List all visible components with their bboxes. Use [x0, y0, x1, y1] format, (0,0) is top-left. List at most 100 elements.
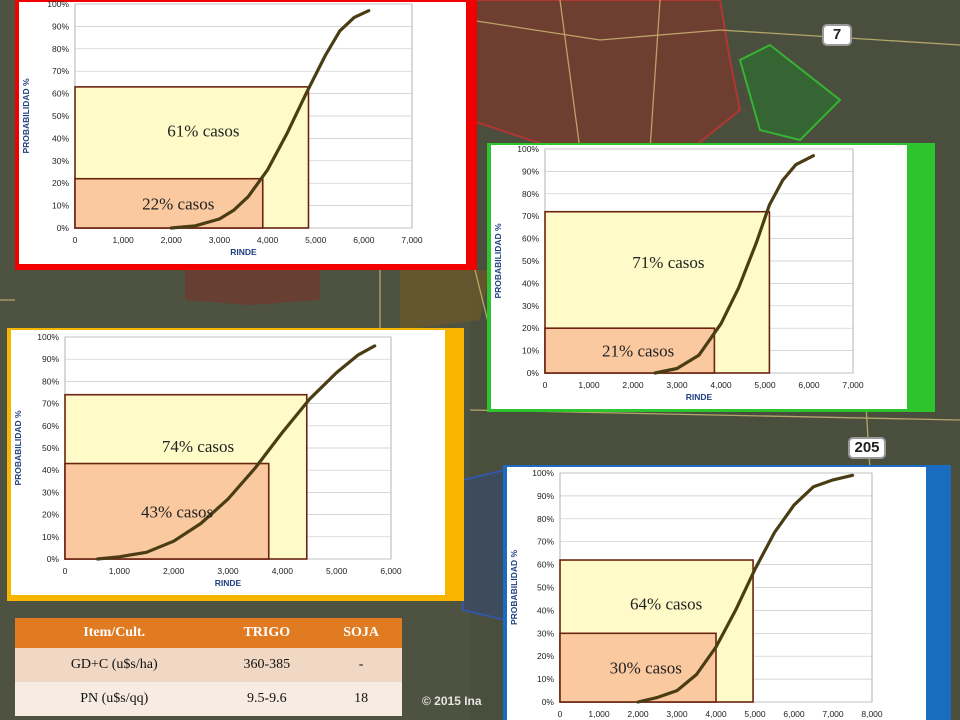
table-row: GD+C (u$s/ha) 360-385 -	[15, 648, 402, 682]
y-tick-label: 80%	[537, 514, 554, 524]
y-tick-label: 10%	[537, 674, 554, 684]
y-tick-label: 40%	[522, 278, 539, 288]
y-axis-label: PROBABILIDAD %	[21, 78, 31, 154]
chart-panel-orange: 0% 10% 20% 30% 40% 50% 60% 70% 80% 90% 100% 0 1,000 2…	[7, 328, 464, 601]
y-tick-label: 50%	[537, 583, 554, 593]
y-tick-label: 60%	[522, 234, 539, 244]
probability-curve	[169, 9, 371, 230]
annotation-label: 74% casos	[162, 437, 234, 456]
chart-panel-green: 0% 10% 20% 30% 40% 50% 60% 70% 80% 90% 100% 0 1,000 2…	[487, 143, 935, 412]
x-tick-label: 0	[558, 709, 563, 719]
y-tick-label: 100%	[532, 468, 554, 478]
y-tick-label: 20%	[52, 178, 69, 188]
annotation-label: 71% casos	[632, 253, 704, 272]
y-axis-label: PROBABILIDAD %	[509, 550, 519, 626]
table-header: SOJA	[320, 618, 402, 648]
x-tick-label: 1,000	[588, 709, 610, 719]
y-tick-label: 70%	[52, 66, 69, 76]
annotation-label: 22% casos	[142, 194, 214, 213]
y-tick-label: 100%	[47, 0, 69, 9]
x-tick-label: 4,000	[272, 566, 294, 576]
y-tick-label: 30%	[52, 156, 69, 166]
y-tick-label: 80%	[42, 376, 59, 386]
y-tick-label: 40%	[52, 133, 69, 143]
table-cell: PN (u$s/qq)	[15, 682, 214, 716]
x-tick-label: 1,000	[578, 380, 600, 390]
y-tick-label: 80%	[522, 189, 539, 199]
y-tick-label: 10%	[42, 532, 59, 542]
cost-table: Item/Cult. TRIGO SOJA GD+C (u$s/ha) 360-…	[15, 618, 402, 716]
y-tick-label: 0%	[542, 697, 555, 707]
annotation-label: 61% casos	[167, 121, 239, 140]
y-tick-label: 100%	[517, 144, 539, 154]
y-tick-label: 50%	[42, 443, 59, 453]
y-tick-label: 90%	[522, 166, 539, 176]
x-axis-label: RINDE	[686, 392, 713, 402]
x-tick-label: 4,000	[705, 709, 727, 719]
y-tick-label: 70%	[522, 211, 539, 221]
y-tick-label: 90%	[42, 354, 59, 364]
y-tick-label: 70%	[537, 537, 554, 547]
probability-curve	[636, 473, 855, 704]
chart-green: 0% 10% 20% 30% 40% 50% 60% 70% 80% 90% 100% 0 1,000 2…	[491, 144, 907, 409]
chart-panel-red: 0% 10% 20% 30% 40% 50% 60% 70% 80% 90% 100% 0 1,000 2…	[15, 0, 477, 270]
x-tick-label: 5,000	[754, 380, 776, 390]
x-tick-label: 3,000	[666, 709, 688, 719]
y-axis-label: PROBABILIDAD %	[13, 410, 23, 486]
table-cell: -	[320, 648, 402, 682]
table-cell: 9.5-9.6	[213, 682, 321, 716]
x-tick-label: 4,000	[257, 235, 279, 245]
table-row: PN (u$s/qq) 9.5-9.6 18	[15, 682, 402, 716]
x-tick-label: 7,000	[842, 380, 864, 390]
y-tick-label: 90%	[537, 491, 554, 501]
x-tick-label: 6,000	[798, 380, 820, 390]
x-tick-label: 7,000	[822, 709, 844, 719]
map-red-region	[469, 0, 742, 151]
y-tick-label: 20%	[537, 651, 554, 661]
x-tick-label: 1,000	[113, 235, 135, 245]
y-tick-label: 50%	[522, 256, 539, 266]
x-tick-label: 5,000	[744, 709, 766, 719]
y-tick-label: 90%	[52, 21, 69, 31]
y-tick-label: 0%	[527, 368, 540, 378]
map-blue-region	[462, 468, 506, 622]
probability-box	[544, 327, 716, 374]
table-header-row: Item/Cult. TRIGO SOJA	[15, 618, 402, 648]
map-credit: © 2015 Ina	[422, 694, 482, 708]
probability-curve	[653, 154, 815, 375]
x-tick-label: 2,000	[622, 380, 644, 390]
y-tick-label: 0%	[57, 223, 70, 233]
x-tick-label: 1,000	[109, 566, 131, 576]
x-tick-label: 6,000	[783, 709, 805, 719]
annotation-label: 43% casos	[141, 502, 213, 521]
y-tick-label: 60%	[537, 560, 554, 570]
x-tick-label: 4,000	[710, 380, 732, 390]
x-tick-label: 2,000	[627, 709, 649, 719]
chart-orange: 0% 10% 20% 30% 40% 50% 60% 70% 80% 90% 100% 0 1,000 2…	[11, 330, 445, 595]
x-axis-label: RINDE	[230, 247, 257, 257]
map-orange-region	[400, 270, 490, 330]
y-tick-label: 100%	[37, 332, 59, 342]
y-tick-label: 80%	[52, 44, 69, 54]
y-tick-label: 30%	[537, 628, 554, 638]
annotation-label: 64% casos	[630, 595, 702, 614]
y-tick-label: 40%	[42, 465, 59, 475]
table-cell: 18	[320, 682, 402, 716]
x-axis-label: RINDE	[215, 578, 242, 588]
y-tick-label: 50%	[52, 111, 69, 121]
x-tick-label: 0	[63, 566, 68, 576]
probability-box	[559, 632, 717, 703]
y-tick-label: 20%	[42, 510, 59, 520]
annotation-label: 21% casos	[602, 342, 674, 361]
x-tick-label: 0	[543, 380, 548, 390]
x-tick-label: 6,000	[353, 235, 375, 245]
x-tick-label: 5,000	[326, 566, 348, 576]
x-tick-label: 3,000	[666, 380, 688, 390]
x-tick-label: 3,000	[217, 566, 239, 576]
probability-box	[74, 177, 264, 229]
x-tick-label: 8,000	[861, 709, 883, 719]
y-tick-label: 0%	[47, 554, 60, 564]
map-red-region-lower	[185, 265, 320, 305]
chart-red: 0% 10% 20% 30% 40% 50% 60% 70% 80% 90% 100% 0 1,000 2…	[19, 0, 466, 264]
y-axis-label: PROBABILIDAD %	[493, 223, 503, 299]
